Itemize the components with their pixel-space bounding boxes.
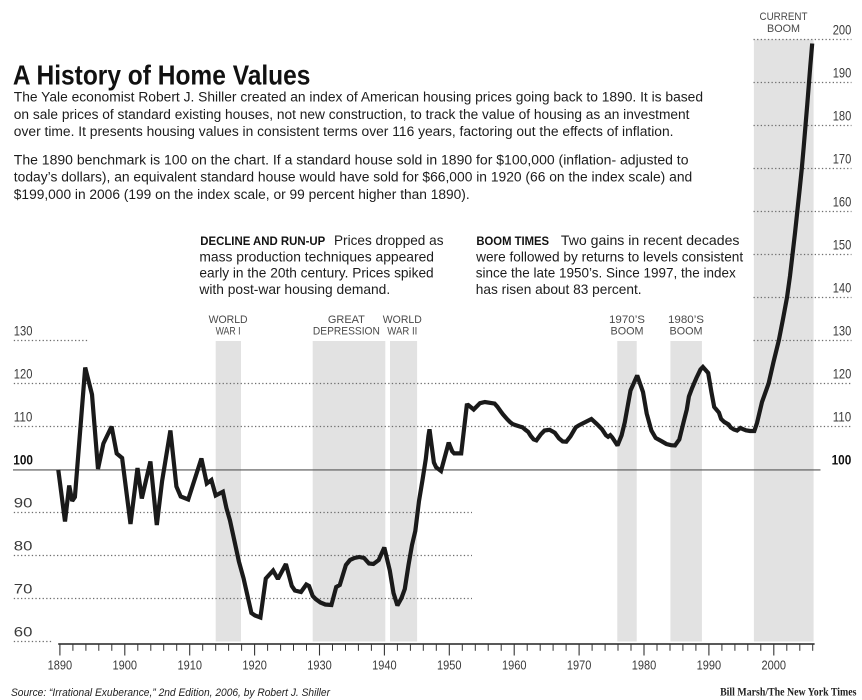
svg-text:on sale prices of standard exi: on sale prices of standard existing hous…: [14, 107, 690, 123]
svg-text:180: 180: [833, 109, 852, 124]
svg-text:mass production techniques app: mass production techniques appeared: [199, 249, 434, 264]
svg-text:110: 110: [833, 410, 852, 425]
svg-text:80: 80: [14, 539, 33, 554]
svg-text:Two gains in recent decades: Two gains in recent decades: [561, 233, 740, 248]
svg-text:1940: 1940: [372, 658, 397, 673]
svg-text:1970: 1970: [567, 658, 592, 673]
svg-text:90: 90: [14, 496, 33, 511]
svg-text:WORLD: WORLD: [209, 314, 248, 326]
svg-text:1890: 1890: [48, 658, 73, 673]
svg-text:60: 60: [14, 625, 33, 640]
svg-text:BOOM: BOOM: [611, 325, 644, 337]
svg-text:2000: 2000: [762, 658, 787, 673]
svg-text:BOOM: BOOM: [767, 23, 800, 35]
svg-text:1950: 1950: [437, 658, 462, 673]
svg-text:over time. It presents housing: over time. It presents housing values in…: [14, 124, 674, 140]
svg-text:GREAT: GREAT: [328, 314, 366, 326]
svg-text:200: 200: [833, 23, 852, 38]
svg-text:DECLINE AND RUN-UP: DECLINE AND RUN-UP: [200, 234, 325, 248]
svg-text:DEPRESSION: DEPRESSION: [313, 325, 380, 337]
svg-text:140: 140: [833, 281, 852, 296]
svg-text:A History of Home Values: A History of Home Values: [13, 60, 311, 91]
svg-text:Bill Marsh/The New York Times: Bill Marsh/The New York Times: [720, 685, 857, 699]
svg-text:early in the 20th century. Pri: early in the 20th century. Prices spiked: [199, 266, 433, 281]
svg-text:1900: 1900: [113, 658, 138, 673]
svg-text:1930: 1930: [307, 658, 332, 673]
svg-text:$199,000 in 2006 (199 on the i: $199,000 in 2006 (199 on the index scale…: [14, 187, 470, 203]
svg-text:70: 70: [14, 582, 33, 597]
svg-text:were followed by returns to le: were followed by returns to levels consi…: [475, 249, 743, 264]
svg-text:has risen about 83 percent.: has risen about 83 percent.: [476, 282, 642, 297]
svg-text:today’s dollars), an equivalen: today’s dollars), an equivalent standard…: [14, 170, 692, 186]
svg-text:100: 100: [13, 453, 33, 468]
svg-text:BOOM TIMES: BOOM TIMES: [476, 234, 549, 248]
svg-text:with post-war housing demand.: with post-war housing demand.: [198, 282, 390, 297]
svg-text:1980: 1980: [632, 658, 657, 673]
svg-text:120: 120: [14, 367, 33, 382]
svg-text:1980’S: 1980’S: [668, 314, 704, 326]
svg-text:BOOM: BOOM: [670, 325, 703, 337]
svg-text:WAR I: WAR I: [216, 325, 241, 337]
svg-text:1960: 1960: [502, 658, 527, 673]
svg-text:1970’S: 1970’S: [609, 314, 645, 326]
svg-text:Source: “Irrational Exuberance: Source: “Irrational Exuberance,” 2nd Edi…: [11, 687, 330, 699]
svg-text:120: 120: [833, 367, 852, 382]
svg-text:CURRENT: CURRENT: [760, 11, 808, 23]
svg-text:1990: 1990: [697, 658, 722, 673]
svg-text:190: 190: [833, 66, 852, 81]
svg-text:130: 130: [833, 324, 852, 339]
svg-text:The Yale economist Robert J. S: The Yale economist Robert J. Shiller cre…: [14, 90, 703, 106]
svg-text:since the late 1950’s. Since 1: since the late 1950’s. Since 1997, the i…: [476, 266, 736, 281]
svg-text:Prices dropped as: Prices dropped as: [334, 233, 444, 248]
svg-text:1910: 1910: [177, 658, 202, 673]
svg-text:170: 170: [833, 152, 852, 167]
svg-text:160: 160: [833, 195, 852, 210]
svg-text:The 1890 benchmark is 100 on t: The 1890 benchmark is 100 on the chart. …: [14, 153, 689, 169]
svg-text:100: 100: [832, 453, 852, 468]
svg-text:WORLD: WORLD: [383, 314, 422, 326]
svg-text:110: 110: [14, 410, 33, 425]
svg-text:150: 150: [833, 238, 852, 253]
svg-text:130: 130: [14, 324, 33, 339]
svg-text:1920: 1920: [242, 658, 267, 673]
svg-text:WAR II: WAR II: [387, 325, 417, 337]
